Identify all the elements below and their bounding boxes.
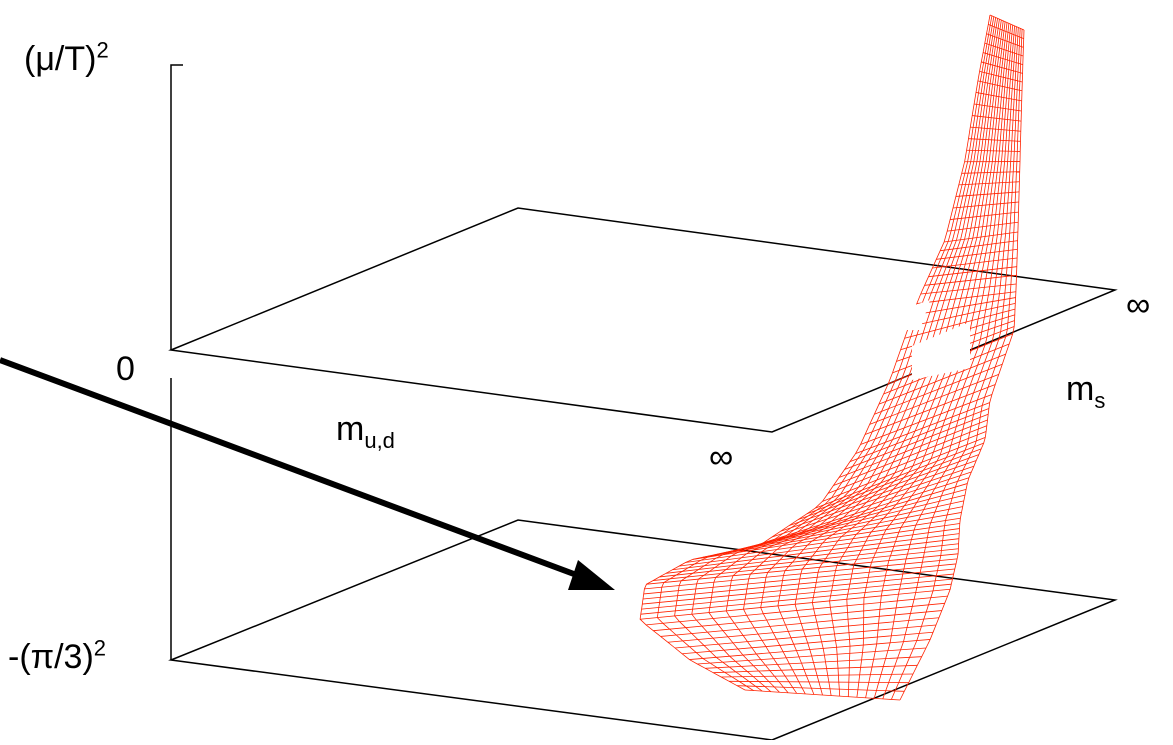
infinity-label-front: ∞ <box>709 440 733 474</box>
strange-quark-mass-axis-label: ms <box>1066 372 1105 406</box>
mu-squared-axis-label: (μ/T)2 <box>24 42 109 76</box>
zero-tick-label: 0 <box>116 352 135 386</box>
infinity-label-right: ∞ <box>1126 288 1150 322</box>
vertical-axis-upper <box>171 65 183 350</box>
pointer-arrow-shaft <box>0 360 590 580</box>
surface-gap-upper <box>905 300 930 330</box>
light-quark-mass-axis-label: mu,d <box>336 412 395 446</box>
minus-pi-third-squared-label: -(π/3)2 <box>8 640 106 674</box>
pointer-arrow-head <box>568 560 615 590</box>
plane-imaginary-mu <box>171 520 1115 740</box>
